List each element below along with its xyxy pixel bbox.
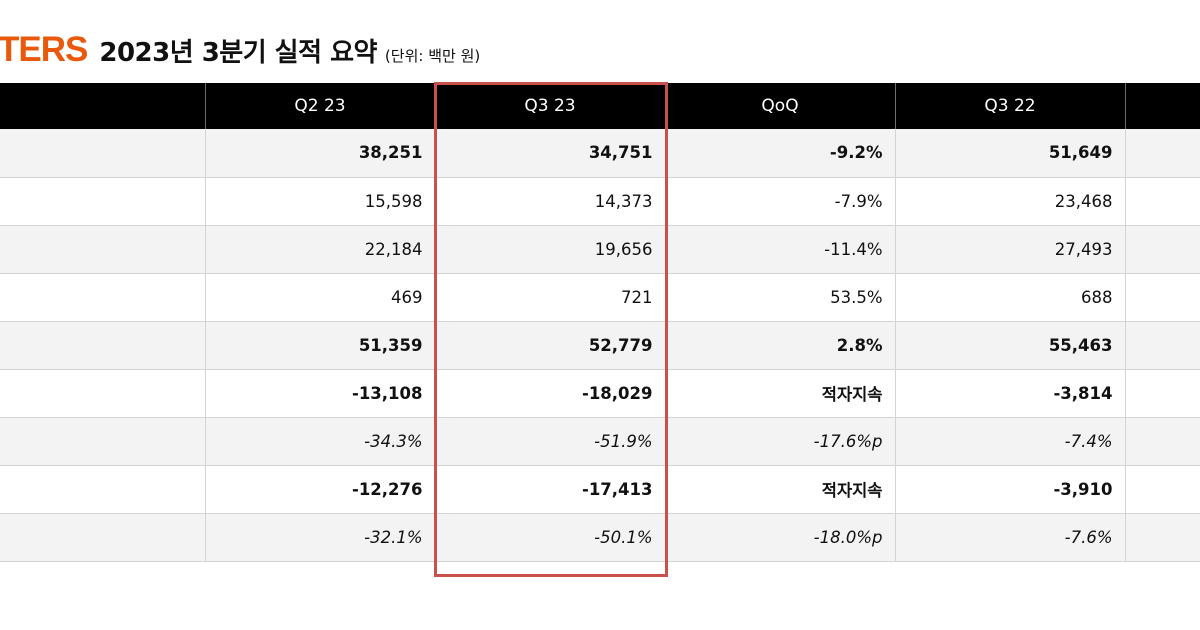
q3-23-cell: -17,413 <box>434 465 665 514</box>
qoq-cell: 2.8% <box>664 321 895 370</box>
table-header: Q2 23 Q3 23 QoQ Q3 22 <box>0 83 1200 129</box>
q3-23-cell: -51.9% <box>434 417 665 466</box>
column-header-label <box>0 83 205 129</box>
q3-22-cell: -7.4% <box>894 417 1125 466</box>
q3-22-cell: -3,814 <box>894 369 1125 418</box>
extra-cell <box>1124 513 1200 562</box>
row-label-cell <box>0 465 205 514</box>
table-body: 38,251 34,751 -9.2% 51,649 15,598 14,373 -7.9%… <box>0 129 1200 562</box>
report-header: TERS 2023년 3분기 실적 요약 (단위: 백만 원) <box>0 30 480 74</box>
q2-23-cell: 51,359 <box>204 321 435 370</box>
q3-22-cell: 23,468 <box>894 177 1125 226</box>
table-row: 469 721 53.5% 688 <box>0 273 1200 322</box>
extra-cell <box>1124 321 1200 370</box>
row-label-cell <box>0 273 205 322</box>
q2-23-cell: -12,276 <box>204 465 435 514</box>
qoq-cell: -17.6%p <box>664 417 895 466</box>
table-row: -32.1% -50.1% -18.0%p -7.6% <box>0 513 1200 562</box>
extra-cell <box>1124 465 1200 514</box>
row-label-cell <box>0 225 205 274</box>
q3-22-cell: -7.6% <box>894 513 1125 562</box>
qoq-cell: 적자지속 <box>664 369 895 418</box>
q3-22-cell: 55,463 <box>894 321 1125 370</box>
row-label-cell <box>0 129 205 178</box>
q3-23-cell: 721 <box>434 273 665 322</box>
q3-23-cell: 19,656 <box>434 225 665 274</box>
extra-cell <box>1124 129 1200 178</box>
q3-23-cell: -50.1% <box>434 513 665 562</box>
table-row: -12,276 -17,413 적자지속 -3,910 <box>0 465 1200 514</box>
unit-note: (단위: 백만 원) <box>384 47 481 65</box>
column-header-q2-23: Q2 23 <box>204 83 435 129</box>
qoq-cell: 53.5% <box>664 273 895 322</box>
results-table: Q2 23 Q3 23 QoQ Q3 22 38,251 34,751 -9.2% 5… <box>0 83 1200 562</box>
q3-22-cell: 27,493 <box>894 225 1125 274</box>
q3-23-cell: 14,373 <box>434 177 665 226</box>
brand-logo-text: TERS <box>0 30 88 69</box>
q2-23-cell: -32.1% <box>204 513 435 562</box>
extra-cell <box>1124 225 1200 274</box>
row-label-cell <box>0 369 205 418</box>
row-label-cell <box>0 177 205 226</box>
table-row: -34.3% -51.9% -17.6%p -7.4% <box>0 417 1200 466</box>
row-label-cell <box>0 513 205 562</box>
table-row: -13,108 -18,029 적자지속 -3,814 <box>0 369 1200 418</box>
column-header-q3-23: Q3 23 <box>434 83 665 129</box>
column-header-q3-22: Q3 22 <box>894 83 1125 129</box>
column-header-extra <box>1124 83 1200 129</box>
q3-22-cell: 688 <box>894 273 1125 322</box>
q2-23-cell: -34.3% <box>204 417 435 466</box>
q2-23-cell: -13,108 <box>204 369 435 418</box>
row-label-cell <box>0 321 205 370</box>
q3-23-cell: 52,779 <box>434 321 665 370</box>
extra-cell <box>1124 273 1200 322</box>
column-header-qoq: QoQ <box>664 83 895 129</box>
table-row: 15,598 14,373 -7.9% 23,468 <box>0 177 1200 226</box>
table-row: 38,251 34,751 -9.2% 51,649 <box>0 129 1200 178</box>
qoq-cell: 적자지속 <box>664 465 895 514</box>
qoq-cell: -9.2% <box>664 129 895 178</box>
extra-cell <box>1124 417 1200 466</box>
extra-cell <box>1124 177 1200 226</box>
qoq-cell: -7.9% <box>664 177 895 226</box>
qoq-cell: -18.0%p <box>664 513 895 562</box>
extra-cell <box>1124 369 1200 418</box>
table-row: 51,359 52,779 2.8% 55,463 <box>0 321 1200 370</box>
table-row: 22,184 19,656 -11.4% 27,493 <box>0 225 1200 274</box>
q3-23-cell: -18,029 <box>434 369 665 418</box>
page-title: 2023년 3분기 실적 요약 <box>99 38 377 68</box>
q3-22-cell: -3,910 <box>894 465 1125 514</box>
q3-22-cell: 51,649 <box>894 129 1125 178</box>
q2-23-cell: 38,251 <box>204 129 435 178</box>
q3-23-cell: 34,751 <box>434 129 665 178</box>
qoq-cell: -11.4% <box>664 225 895 274</box>
header-row: Q2 23 Q3 23 QoQ Q3 22 <box>0 83 1200 129</box>
q2-23-cell: 22,184 <box>204 225 435 274</box>
q2-23-cell: 15,598 <box>204 177 435 226</box>
row-label-cell <box>0 417 205 466</box>
q2-23-cell: 469 <box>204 273 435 322</box>
